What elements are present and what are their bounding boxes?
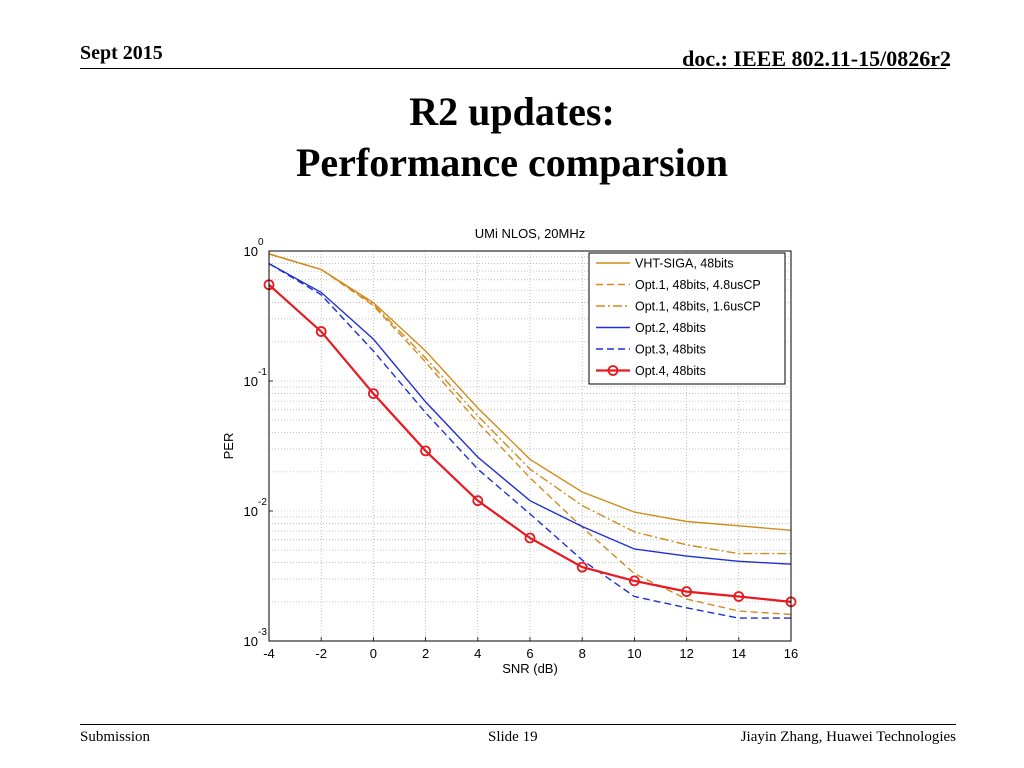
- x-tick-label: 6: [526, 646, 533, 661]
- legend-label-2: Opt.1, 48bits, 1.6usCP: [635, 300, 761, 314]
- x-tick-labels: -4 -2 0 2 4 6 8 10 12 14 16: [263, 637, 798, 661]
- x-tick-label: 2: [422, 646, 429, 661]
- y-tick-label: 10: [244, 504, 258, 519]
- per-vs-snr-chart: UMi NLOS, 20MHz -4 -2 0 2 4 6 8 10 12 14 16 10010-…: [221, 226, 798, 676]
- x-tick-label: 0: [370, 646, 377, 661]
- series-marker: [524, 532, 536, 544]
- y-tick-exponent: -3: [258, 627, 267, 638]
- x-tick-label: 8: [579, 646, 586, 661]
- legend-marker: [607, 365, 619, 376]
- series-marker: [628, 575, 640, 587]
- legend-label-0: VHT-SIGA, 48bits: [635, 257, 734, 271]
- legend-label-5: Opt.4, 48bits: [635, 364, 706, 378]
- legend-label-3: Opt.2, 48bits: [635, 321, 706, 335]
- series-marker: [681, 586, 693, 597]
- y-tick-label: 10: [244, 634, 258, 649]
- chart-legend: VHT-SIGA, 48bits Opt.1, 48bits, 4.8usCP Op…: [588, 252, 786, 385]
- slide-title-line1: R2 updates:: [409, 89, 615, 134]
- header-date: Sept 2015: [80, 42, 163, 64]
- x-tick-label: 12: [679, 646, 693, 661]
- footer-rule: [80, 724, 956, 725]
- series-line-3: [268, 262, 792, 565]
- y-axis-label: PER: [221, 433, 236, 460]
- footer-submission: Submission: [80, 729, 151, 745]
- series-line-4: [268, 262, 791, 619]
- series-marker: [315, 326, 327, 337]
- slide-title: R2 updates: Performance comparsion: [0, 86, 1024, 188]
- series-line-2: [268, 253, 791, 555]
- y-tick-exponent: 0: [258, 237, 264, 248]
- x-tick-label: 14: [732, 646, 746, 661]
- x-tick-label: 10: [627, 646, 641, 661]
- x-tick-label: -4: [263, 646, 275, 661]
- x-tick-label: 4: [474, 646, 481, 661]
- y-tick-exponent: -1: [258, 367, 267, 378]
- series-line-0: [268, 253, 792, 531]
- series-marker: [420, 445, 432, 457]
- slide-title-line2: Performance comparsion: [295, 140, 729, 185]
- y-tick-label: 10: [244, 374, 258, 389]
- header-rule: [80, 68, 946, 69]
- series-marker: [472, 495, 484, 507]
- legend-label-4: Opt.3, 48bits: [635, 343, 706, 357]
- x-axis-label: SNR (dB): [502, 661, 558, 676]
- footer-author: Jiayin Zhang, Huawei Technologies: [740, 729, 956, 745]
- y-tick-label: 10: [244, 244, 258, 259]
- chart-title: UMi NLOS, 20MHz: [475, 226, 586, 241]
- footer-slide-number: Slide 19: [488, 729, 538, 745]
- header-doc-id: doc.: IEEE 802.11-15/0826r2: [682, 46, 951, 71]
- legend-label-1: Opt.1, 48bits, 4.8usCP: [635, 278, 761, 292]
- y-tick-exponent: -2: [258, 497, 267, 508]
- series-line-5: [268, 283, 792, 603]
- series-marker: [733, 591, 745, 602]
- series-layer: [263, 253, 797, 619]
- x-tick-label: -2: [315, 646, 327, 661]
- series-marker: [576, 561, 588, 573]
- series-marker: [367, 388, 379, 399]
- legend-box: [588, 252, 786, 385]
- x-tick-label: 16: [784, 646, 798, 661]
